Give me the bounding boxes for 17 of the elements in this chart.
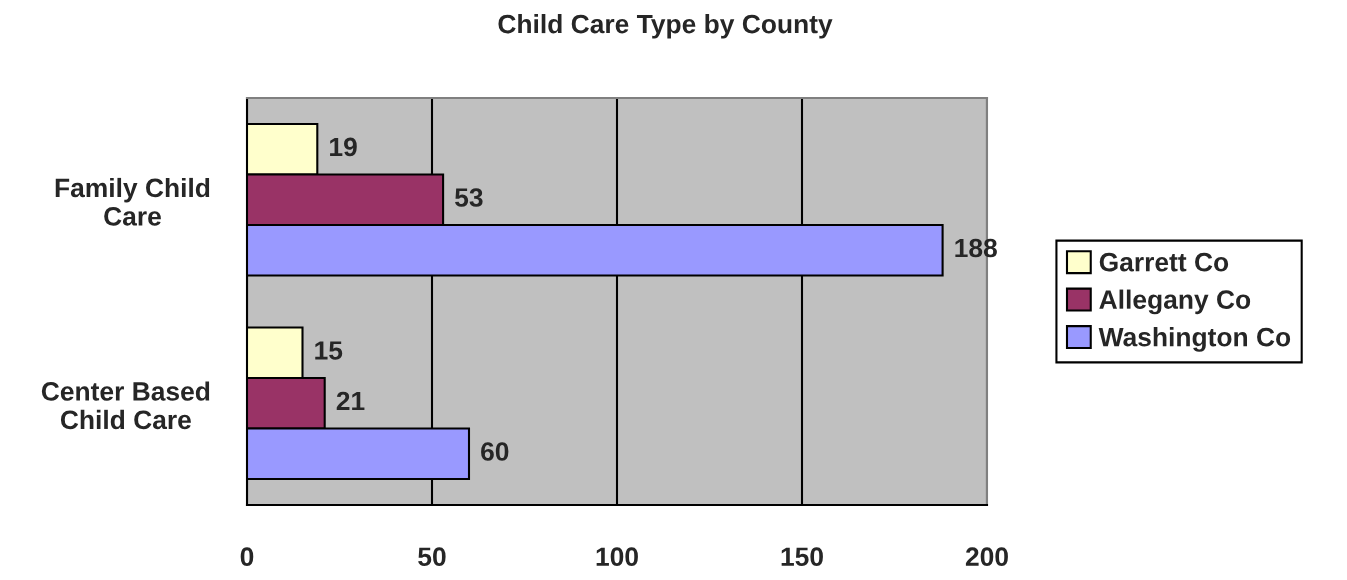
legend-label: Allegany Co [1099,289,1251,315]
data-label: 15 [315,341,343,360]
data-label: 60 [481,442,509,461]
x-tick-label: 150 [781,547,823,567]
x-tick-label: 0 [240,547,254,567]
data-label: 188 [955,238,997,258]
x-tick-label: 200 [965,547,1008,567]
legend-label: Washington Co [1098,327,1291,352]
y-tick-label: Family Child Care [55,177,210,226]
data-label: 19 [330,137,357,157]
x-tick-label: 100 [596,547,638,567]
x-tick-label: 50 [418,547,446,567]
data-label: 53 [455,188,483,207]
chart-title: Child Care Type by County [498,14,833,39]
data-label: 21 [336,391,365,411]
y-tick-label: Center Based Child Care [41,381,210,430]
legend-label: Garrett Co [1099,252,1229,272]
